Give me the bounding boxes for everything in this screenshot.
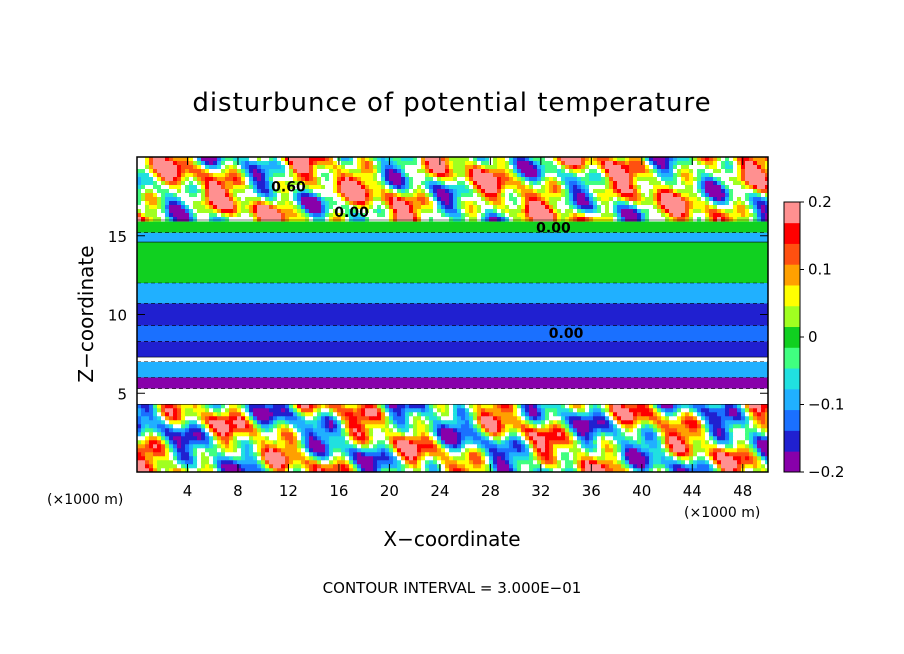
field-band-1: [137, 388, 768, 405]
x-tick-label: 8: [233, 482, 243, 500]
colorbar-swatch: [784, 409, 800, 431]
contour-label: 0.00: [549, 326, 584, 342]
chart-title: disturbunce of potential temperature: [192, 88, 711, 118]
x-tick-label: 12: [279, 482, 298, 500]
colorbar-tick-label: −0.1: [808, 396, 844, 414]
colorbar-tick-label: 0.1: [808, 261, 832, 279]
contour-lines: [137, 157, 768, 405]
x-tick-label: 48: [733, 482, 752, 500]
contour-label: 0.60: [271, 180, 306, 196]
colorbar-swatch: [784, 222, 800, 244]
colorbar-swatch: [784, 430, 800, 452]
colorbar-tick-label: −0.2: [808, 463, 844, 481]
x-tick-label: 16: [329, 482, 348, 500]
field-band-6: [137, 325, 768, 342]
colorbar-swatch: [784, 202, 800, 224]
field-band-0: [137, 404, 768, 472]
x-tick-label: 32: [531, 482, 550, 500]
contour-label: 0.00: [536, 221, 571, 237]
field-band-8: [137, 283, 768, 304]
x-tick-label: 44: [683, 482, 702, 500]
field-band-7: [137, 303, 768, 326]
x-axis-unit-right: (×1000 m): [684, 505, 760, 521]
contour-interval-note: CONTOUR INTERVAL = 3.000E−01: [323, 579, 582, 597]
colorbar-labels: 0.2 0.1 0 −0.1 −0.2: [800, 193, 844, 481]
field-band-5: [137, 341, 768, 358]
x-tick-label: 24: [430, 482, 449, 500]
colorbar-swatch: [784, 368, 800, 390]
colorbar-swatch: [784, 285, 800, 307]
x-tick-label: 20: [380, 482, 399, 500]
z-axis-label: Z−coordinate: [74, 245, 98, 382]
field-band-3: [137, 361, 768, 378]
field-band-9: [137, 242, 768, 283]
colorbar-swatch: [784, 451, 800, 473]
x-tick-label: 40: [632, 482, 651, 500]
field-band-11: [137, 220, 768, 233]
colorbar-swatch: [784, 305, 800, 328]
colorbar-swatch: [784, 347, 800, 369]
z-tick-label: 15: [108, 228, 127, 246]
z-tick-label: 10: [108, 307, 127, 325]
field-band-10: [137, 232, 768, 243]
colorbar-swatch: [784, 326, 800, 348]
colorbar: [783, 201, 801, 473]
colorbar-swatch: [784, 243, 800, 265]
contour-label: 0.00: [334, 205, 369, 221]
field-band-2: [137, 377, 768, 389]
plot-field: [137, 157, 768, 472]
contour-label-group: 0.60 0.00 0.00 0.00: [271, 180, 583, 342]
x-tick-label: 4: [183, 482, 193, 500]
z-tick-label: 5: [117, 385, 127, 403]
x-tick-label: 28: [481, 482, 500, 500]
colorbar-tick-label: 0.2: [808, 193, 832, 211]
x-tick-label: 36: [582, 482, 601, 500]
colorbar-swatch: [784, 388, 800, 411]
x-axis-ticks: 4 8 12 16 20 24 28 32 36 40 44 48: [183, 157, 752, 500]
x-axis-unit-left: (×1000 m): [47, 492, 123, 508]
x-axis-label: X−coordinate: [383, 527, 520, 551]
field-band-4: [137, 357, 768, 362]
colorbar-swatch: [784, 264, 800, 286]
field-band-12: [137, 157, 768, 222]
z-axis-ticks: 5 10 15: [108, 228, 768, 403]
colorbar-tick-label: 0: [808, 328, 818, 346]
